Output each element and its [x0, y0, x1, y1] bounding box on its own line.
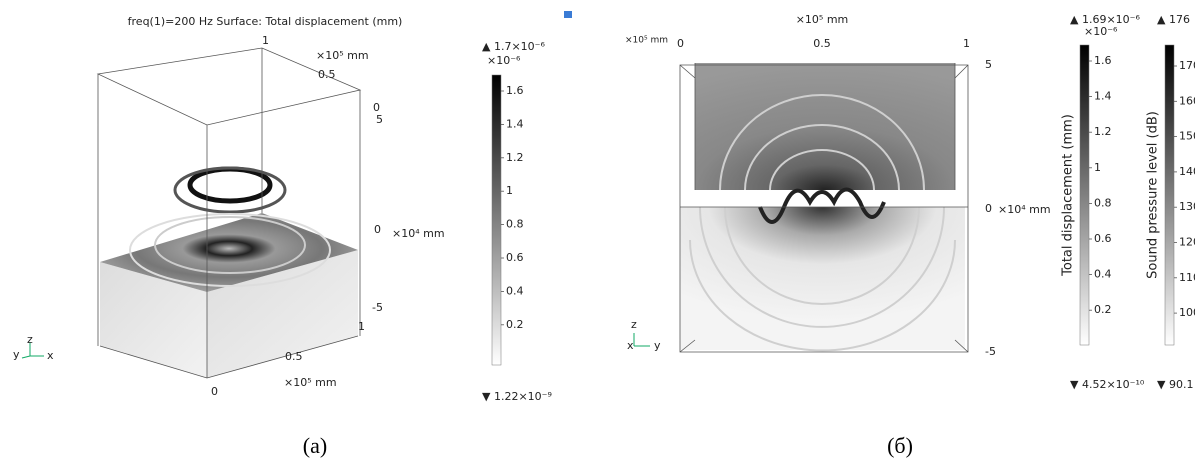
colorbar-min: ▼ 1.22×10⁻⁹: [482, 390, 552, 403]
colorbar-tick-label: 1: [1094, 161, 1101, 174]
colorbar-tick-label: 1.6: [1094, 54, 1112, 67]
axis-label: ×10⁵ mm: [316, 49, 369, 62]
axis-label: 1: [358, 320, 365, 333]
axis-label: ×10⁵ mm: [284, 376, 337, 389]
axis-label: 5: [376, 113, 383, 126]
colorbar-tick-label: 0.4: [1094, 268, 1112, 281]
ring: [190, 169, 270, 201]
axis-label: -5: [985, 345, 996, 358]
plot-title: freq(1)=200 Hz Surface: Total displaceme…: [128, 15, 403, 28]
axis-label: ×10⁴ mm: [998, 203, 1051, 216]
triad-arrows: [634, 333, 650, 346]
axis-label: 0: [985, 202, 992, 215]
triad-label: y: [13, 348, 20, 361]
colorbar-scale: ×10⁻⁶: [1084, 25, 1118, 38]
colorbar-tick-label: 1.4: [1094, 90, 1112, 103]
colorbar-scale: ×10⁻⁶: [487, 54, 521, 67]
triad-label: z: [27, 333, 33, 346]
colorbar-tick-label: 0.6: [1094, 232, 1112, 245]
colorbar: [1165, 45, 1174, 345]
axis-label: 0: [677, 37, 684, 50]
colorbar-tick-label: 1.2: [1094, 125, 1112, 138]
colorbar-tick-label: 0.4: [506, 284, 524, 297]
colorbar-tick-label: 1.2: [506, 151, 524, 164]
lower-field: [680, 207, 965, 350]
triad-arrows: [22, 342, 44, 358]
axis-label: 5: [985, 58, 992, 71]
axis-label: 0: [374, 223, 381, 236]
triad-label: z: [631, 318, 637, 331]
colorbar-tick-label: 110: [1179, 271, 1195, 284]
colorbar-tick-label: 0.8: [1094, 196, 1112, 209]
axis-label: ×10⁴ mm: [392, 227, 445, 240]
triad-label: x: [47, 349, 54, 362]
axis-label: 0.5: [813, 37, 831, 50]
upper-field: [695, 63, 955, 190]
colorbar-tick-label: 0.2: [506, 318, 524, 331]
axis-label: 1: [262, 34, 269, 47]
colorbar: [1080, 45, 1089, 345]
colorbar-min: ▼ 4.52×10⁻¹⁰: [1070, 378, 1145, 391]
colorbar-max: ▲ 176: [1157, 13, 1190, 26]
caption: (a): [303, 433, 327, 458]
colorbar-title: Total displacement (mm): [1061, 114, 1076, 277]
axis-label: 0.5: [285, 350, 303, 363]
triad: z x y: [627, 318, 661, 352]
colorbar-tick-label: 140: [1179, 165, 1195, 178]
colorbar-tick-label: 100: [1179, 306, 1195, 319]
colorbar-tick-label: 130: [1179, 200, 1195, 213]
colorbar-tick-label: 1: [506, 184, 513, 197]
colorbar-tick-label: 120: [1179, 236, 1195, 249]
axis-label: 0.5: [318, 68, 336, 81]
colorbar-tick-label: 0.2: [1094, 303, 1112, 316]
colorbar-tick-label: 150: [1179, 130, 1195, 143]
axis-label: ×10⁵ mm: [625, 36, 668, 46]
colorbar: [492, 75, 501, 365]
colorbar-tick-label: 170: [1179, 59, 1195, 72]
axis-label: 0: [211, 385, 218, 398]
colorbar-tick-label: 1.4: [506, 117, 524, 130]
colorbar-tick-label: 0.6: [506, 251, 524, 264]
colorbar-title: Sound pressure level (dB): [1146, 111, 1161, 279]
colorbar-tick-label: 0.8: [506, 218, 524, 231]
axis-label: -5: [372, 301, 383, 314]
axis-label: ×10⁵ mm: [796, 13, 849, 26]
triad-label: y: [654, 339, 661, 352]
triad: y z x: [13, 333, 54, 362]
caption: (б): [887, 433, 913, 458]
axis-label: 1: [963, 37, 970, 50]
triad-label: x: [627, 339, 634, 352]
colorbar-max: ▲ 1.7×10⁻⁶: [482, 40, 545, 53]
colorbar-min: ▼ 90.1: [1157, 378, 1193, 391]
panel-b-plot: [680, 63, 968, 352]
icon: [564, 11, 572, 18]
colorbar-tick-label: 1.6: [506, 84, 524, 97]
colorbar-tick-label: 160: [1179, 94, 1195, 107]
